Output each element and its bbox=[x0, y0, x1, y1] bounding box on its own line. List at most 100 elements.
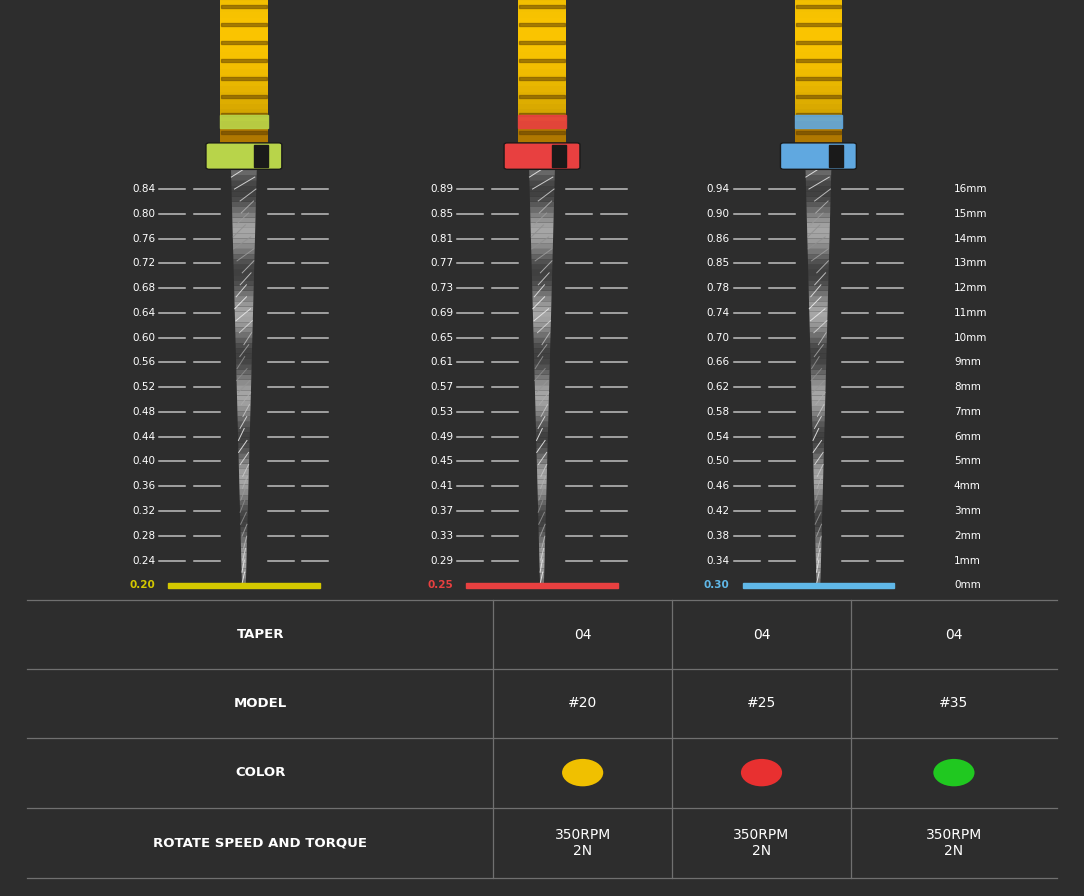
Polygon shape bbox=[231, 170, 257, 176]
Polygon shape bbox=[813, 443, 824, 448]
Polygon shape bbox=[220, 121, 268, 126]
Polygon shape bbox=[812, 427, 825, 432]
Text: 6mm: 6mm bbox=[954, 432, 981, 442]
Polygon shape bbox=[236, 375, 251, 380]
Polygon shape bbox=[813, 459, 824, 463]
Text: 0.50: 0.50 bbox=[707, 456, 730, 467]
Polygon shape bbox=[808, 244, 829, 249]
Polygon shape bbox=[535, 417, 549, 422]
Polygon shape bbox=[518, 109, 566, 115]
Polygon shape bbox=[220, 35, 268, 41]
Polygon shape bbox=[537, 453, 547, 459]
Polygon shape bbox=[221, 95, 267, 99]
Polygon shape bbox=[796, 59, 841, 63]
Polygon shape bbox=[795, 0, 842, 1]
Polygon shape bbox=[518, 13, 566, 18]
Polygon shape bbox=[220, 41, 268, 47]
Polygon shape bbox=[238, 453, 249, 459]
Polygon shape bbox=[518, 23, 566, 30]
Polygon shape bbox=[232, 191, 256, 196]
Polygon shape bbox=[241, 521, 247, 527]
Polygon shape bbox=[233, 254, 255, 259]
Polygon shape bbox=[810, 349, 827, 354]
Polygon shape bbox=[518, 75, 566, 81]
Text: 1mm: 1mm bbox=[954, 556, 981, 565]
Polygon shape bbox=[518, 132, 566, 138]
Polygon shape bbox=[795, 35, 842, 41]
Polygon shape bbox=[519, 95, 565, 99]
Polygon shape bbox=[814, 479, 823, 485]
Text: 0.84: 0.84 bbox=[132, 184, 155, 194]
Polygon shape bbox=[519, 41, 565, 45]
Polygon shape bbox=[538, 490, 546, 495]
Polygon shape bbox=[221, 4, 267, 8]
Polygon shape bbox=[234, 301, 254, 306]
Polygon shape bbox=[795, 18, 842, 23]
Text: 5mm: 5mm bbox=[954, 456, 981, 467]
Polygon shape bbox=[808, 228, 829, 233]
Text: 9mm: 9mm bbox=[954, 358, 981, 367]
Polygon shape bbox=[533, 312, 551, 317]
Polygon shape bbox=[810, 338, 827, 343]
Text: 14mm: 14mm bbox=[954, 234, 988, 244]
Polygon shape bbox=[815, 537, 822, 542]
Polygon shape bbox=[233, 259, 255, 264]
Polygon shape bbox=[221, 77, 267, 81]
Polygon shape bbox=[806, 207, 830, 212]
Polygon shape bbox=[238, 448, 249, 453]
Polygon shape bbox=[537, 432, 547, 437]
Polygon shape bbox=[241, 537, 247, 542]
Polygon shape bbox=[237, 401, 250, 406]
Polygon shape bbox=[796, 41, 841, 45]
Polygon shape bbox=[518, 47, 566, 52]
Text: 0.20: 0.20 bbox=[129, 581, 155, 590]
Text: 0.37: 0.37 bbox=[430, 506, 453, 516]
Polygon shape bbox=[811, 385, 826, 391]
Ellipse shape bbox=[933, 759, 975, 787]
Polygon shape bbox=[519, 59, 565, 63]
Polygon shape bbox=[806, 212, 830, 218]
Polygon shape bbox=[233, 264, 255, 270]
Polygon shape bbox=[518, 64, 566, 69]
Polygon shape bbox=[539, 527, 545, 531]
Polygon shape bbox=[234, 296, 254, 301]
Text: #20: #20 bbox=[568, 696, 597, 711]
Polygon shape bbox=[220, 69, 268, 75]
FancyBboxPatch shape bbox=[780, 142, 856, 169]
Polygon shape bbox=[532, 275, 552, 280]
Polygon shape bbox=[220, 92, 268, 98]
Polygon shape bbox=[241, 547, 247, 553]
Polygon shape bbox=[530, 191, 554, 196]
Polygon shape bbox=[240, 474, 248, 479]
Text: 0.49: 0.49 bbox=[430, 432, 453, 442]
Polygon shape bbox=[220, 116, 268, 128]
Polygon shape bbox=[519, 22, 565, 26]
Text: 0.24: 0.24 bbox=[132, 556, 155, 565]
Polygon shape bbox=[220, 13, 268, 18]
Text: TAPER: TAPER bbox=[236, 628, 284, 642]
Text: 0.36: 0.36 bbox=[132, 481, 155, 491]
Polygon shape bbox=[808, 259, 829, 264]
Polygon shape bbox=[238, 432, 249, 437]
Polygon shape bbox=[234, 306, 254, 312]
Polygon shape bbox=[240, 485, 248, 490]
Polygon shape bbox=[237, 427, 250, 432]
Polygon shape bbox=[531, 264, 553, 270]
Polygon shape bbox=[529, 170, 555, 176]
Polygon shape bbox=[795, 126, 842, 132]
Polygon shape bbox=[236, 385, 251, 391]
Polygon shape bbox=[809, 286, 828, 291]
Text: 4mm: 4mm bbox=[954, 481, 981, 491]
Polygon shape bbox=[539, 516, 545, 521]
Text: 0.52: 0.52 bbox=[132, 383, 155, 392]
Polygon shape bbox=[531, 254, 553, 259]
Polygon shape bbox=[518, 81, 566, 86]
Text: 0.77: 0.77 bbox=[430, 258, 453, 269]
Polygon shape bbox=[533, 338, 551, 343]
Polygon shape bbox=[813, 448, 824, 453]
Polygon shape bbox=[518, 86, 566, 92]
Polygon shape bbox=[234, 280, 254, 286]
Text: #25: #25 bbox=[747, 696, 776, 711]
Polygon shape bbox=[795, 121, 842, 126]
Polygon shape bbox=[534, 385, 550, 391]
